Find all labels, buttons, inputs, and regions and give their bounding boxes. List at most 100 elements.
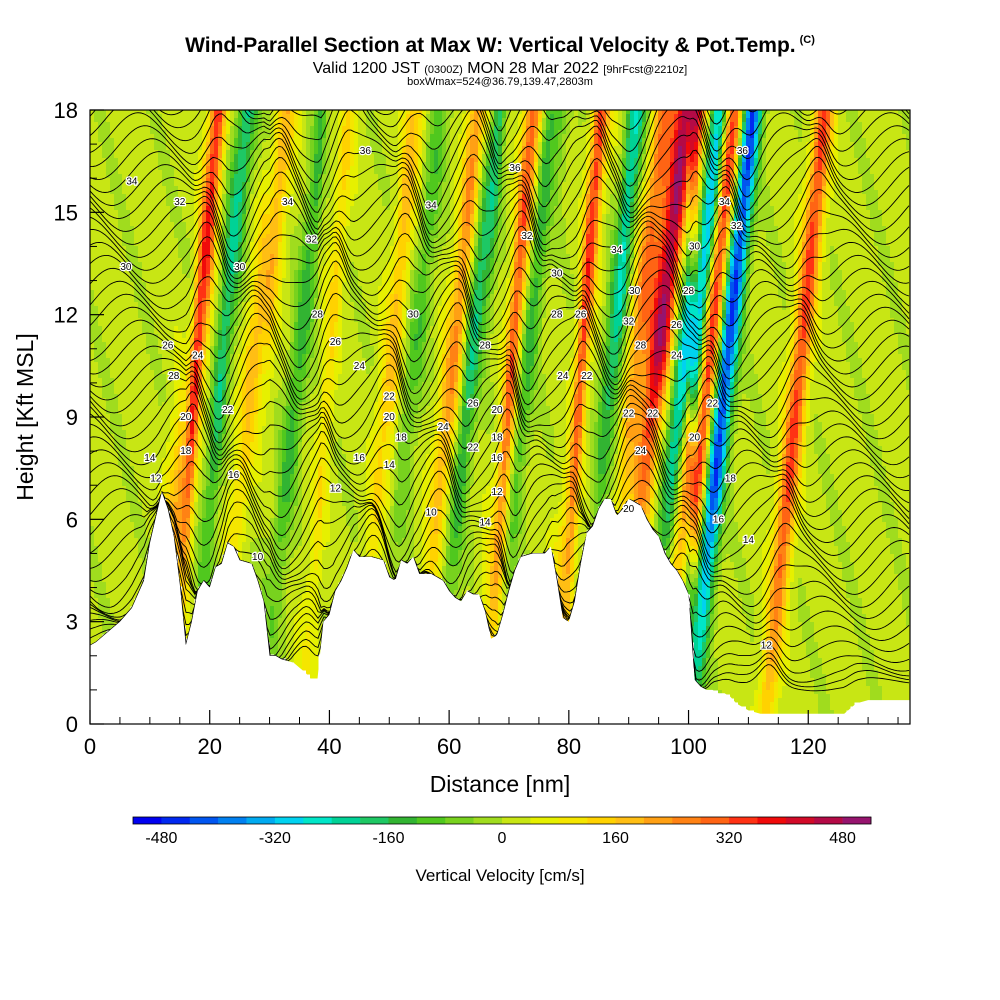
field-cell (98, 566, 103, 571)
field-cell (118, 438, 123, 443)
field-cell (110, 278, 115, 283)
field-cell (146, 162, 151, 167)
field-cell (114, 178, 119, 183)
field-cell (138, 166, 143, 171)
field-cell (90, 254, 95, 259)
field-cell (154, 154, 159, 159)
field-cell (114, 482, 119, 487)
field-cell (114, 530, 119, 535)
field-cell (106, 602, 111, 607)
field-cell (130, 494, 135, 499)
field-cell (142, 230, 147, 235)
field-cell (126, 566, 131, 571)
field-cell (110, 306, 115, 311)
field-cell (110, 470, 115, 475)
field-cell (146, 338, 151, 343)
field-cell (126, 418, 131, 423)
field-cell (118, 514, 123, 519)
field-cell (94, 378, 99, 383)
field-cell (138, 466, 143, 471)
field-cell (138, 210, 143, 215)
field-cell (106, 374, 111, 379)
field-cell (110, 574, 115, 579)
field-cell (106, 118, 111, 123)
field-cell (106, 570, 111, 575)
field-cell (118, 418, 123, 423)
field-cell (138, 342, 143, 347)
field-cell (118, 318, 123, 323)
field-cell (102, 394, 107, 399)
field-cell (134, 550, 139, 555)
field-cell (126, 246, 131, 251)
field-cell (130, 430, 135, 435)
field-cell (110, 114, 115, 119)
field-cell (110, 514, 115, 519)
field-cell (94, 434, 99, 439)
field-cell (106, 578, 111, 583)
field-cell (142, 250, 147, 255)
field-cell (142, 262, 147, 267)
field-cell (98, 166, 103, 171)
field-cell (98, 118, 103, 123)
field-cell (106, 122, 111, 127)
field-cell (118, 134, 123, 139)
field-cell (142, 150, 147, 155)
field-cell (146, 390, 151, 395)
field-cell (110, 358, 115, 363)
field-cell (106, 354, 111, 359)
field-cell (98, 530, 103, 535)
field-cell (126, 206, 131, 211)
field-cell (106, 270, 111, 275)
field-cell (102, 546, 107, 551)
field-cell (150, 350, 155, 355)
field-cell (102, 554, 107, 559)
field-cell (106, 250, 111, 255)
field-cell (146, 342, 151, 347)
field-cell (118, 534, 123, 539)
field-cell (98, 486, 103, 491)
field-cell (142, 210, 147, 215)
field-cell (90, 518, 95, 523)
field-cell (110, 466, 115, 471)
field-cell (134, 426, 139, 431)
field-cell (142, 226, 147, 231)
field-cell (118, 362, 123, 367)
field-cell (102, 110, 107, 115)
field-cell (126, 146, 131, 151)
field-cell (126, 542, 131, 547)
field-cell (94, 430, 99, 435)
field-cell (126, 170, 131, 175)
field-cell (150, 146, 155, 151)
field-cell (106, 310, 111, 315)
field-cell (118, 406, 123, 411)
field-cell (126, 430, 131, 435)
field-cell (90, 250, 95, 255)
field-cell (106, 278, 111, 283)
field-cell (122, 234, 127, 239)
field-cell (102, 130, 107, 135)
field-cell (102, 510, 107, 515)
field-cell (98, 474, 103, 479)
field-cell (98, 382, 103, 387)
field-cell (106, 406, 111, 411)
field-cell (134, 386, 139, 391)
field-cell (122, 210, 127, 215)
field-cell (146, 262, 151, 267)
field-cell (130, 330, 135, 335)
field-cell (98, 582, 103, 587)
field-cell (102, 238, 107, 243)
field-cell (90, 638, 95, 643)
field-cell (110, 498, 115, 503)
field-cell (122, 318, 127, 323)
field-cell (146, 198, 151, 203)
field-cell (134, 114, 139, 119)
field-cell (118, 566, 123, 571)
field-cell (126, 238, 131, 243)
field-cell (98, 158, 103, 163)
field-cell (130, 246, 135, 251)
field-cell (102, 246, 107, 251)
field-cell (126, 166, 131, 171)
field-cell (114, 614, 119, 619)
field-cell (118, 154, 123, 159)
field-cell (130, 538, 135, 543)
